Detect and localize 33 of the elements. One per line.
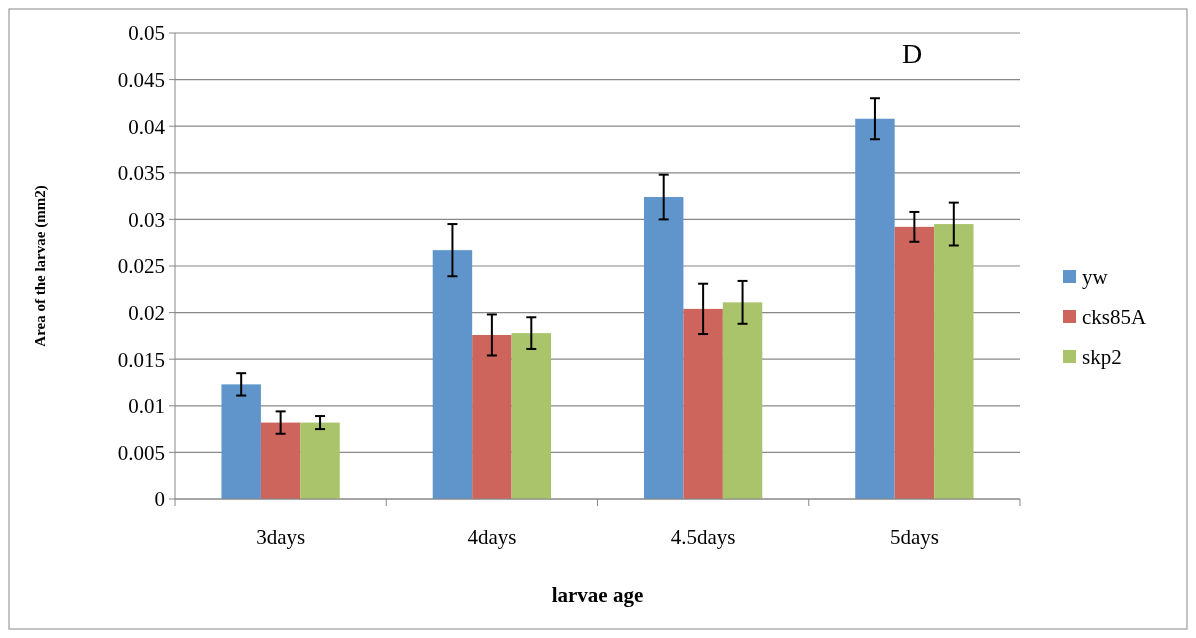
x-tick-label: 5days — [889, 525, 939, 549]
bar — [260, 422, 301, 499]
y-tick-label: 0.05 — [128, 21, 165, 46]
y-tick-label: 0.025 — [117, 254, 165, 279]
y-tick-label: 0.015 — [117, 347, 165, 372]
legend-label: skp2 — [1082, 345, 1122, 370]
bar — [511, 333, 552, 499]
legend-label: yw — [1082, 265, 1109, 290]
y-tick-label: 0.01 — [128, 394, 165, 419]
bar — [855, 118, 895, 499]
bar — [894, 226, 935, 499]
bar — [472, 334, 512, 499]
y-tick-label: 0.04 — [128, 114, 166, 139]
annotation: D — [901, 38, 923, 69]
y-axis-title: Area of the larvae (mm2) — [32, 185, 49, 347]
x-tick-label: 4days — [467, 525, 517, 549]
y-tick-label: 0.035 — [117, 161, 165, 186]
y-tick-label: 0.02 — [128, 300, 165, 325]
y-tick-label: 0.005 — [117, 440, 165, 465]
bar — [432, 250, 473, 499]
legend-label: cks85A — [1082, 305, 1147, 330]
x-tick-label: 3days — [256, 525, 306, 549]
bar — [722, 302, 763, 499]
y-tick-label: 0.045 — [117, 67, 165, 92]
y-tick-label: 0 — [154, 487, 165, 512]
x-axis-title: larvae age — [551, 583, 644, 607]
bar — [683, 308, 723, 499]
bar — [934, 224, 974, 499]
x-tick-label: 4.5days — [670, 525, 736, 549]
y-tick-label: 0.03 — [128, 207, 165, 232]
bar — [221, 384, 261, 499]
bar — [643, 197, 684, 499]
bar — [300, 422, 340, 499]
